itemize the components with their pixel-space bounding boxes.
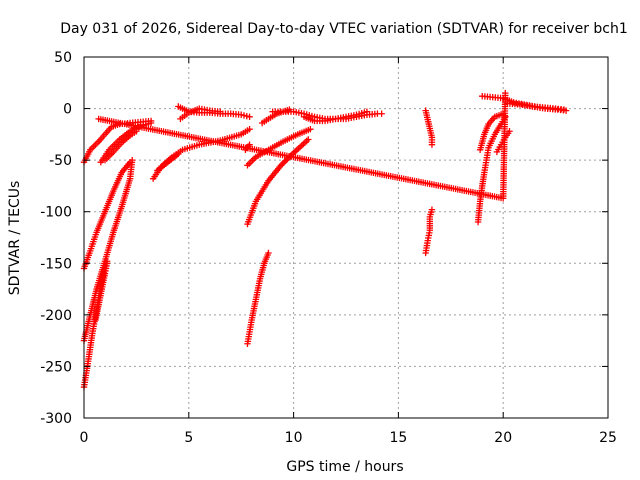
data-point <box>217 108 224 115</box>
plot-frame <box>83 56 609 419</box>
series-arc-21 <box>474 113 509 226</box>
data-point <box>282 157 289 164</box>
data-point <box>246 126 253 133</box>
data-point <box>265 249 272 257</box>
series-arc-4 <box>80 159 134 272</box>
x-tick-label: 0 <box>80 430 89 446</box>
series-arc-12 <box>244 136 312 228</box>
series-arc-18 <box>300 110 385 125</box>
data-point <box>307 126 314 133</box>
data-point <box>502 89 509 97</box>
y-tick-label: -250 <box>40 359 72 375</box>
x-axis-label: GPS time / hours <box>286 459 403 475</box>
data-point <box>246 113 253 121</box>
data-point <box>129 156 136 164</box>
series-arc-3 <box>101 128 140 164</box>
data-series-layer <box>80 89 570 391</box>
y-tick-label: -200 <box>40 308 72 324</box>
data-point <box>238 111 245 118</box>
series-arc-15 <box>244 249 272 347</box>
series-arc-11 <box>177 105 224 123</box>
y-tick-label: -100 <box>40 205 72 221</box>
x-tick-label: 10 <box>285 430 303 446</box>
series-arc-19 <box>422 206 436 257</box>
x-tick-label: 5 <box>184 430 193 446</box>
y-tick-label: 50 <box>54 50 72 66</box>
data-point <box>279 160 286 167</box>
data-point <box>280 159 288 166</box>
data-point <box>103 260 111 267</box>
data-point <box>428 141 436 148</box>
x-tick-label: 25 <box>599 430 617 446</box>
series-arc-13 <box>244 126 314 169</box>
series-arc-20 <box>422 107 436 148</box>
y-tick-label: -150 <box>40 256 72 272</box>
data-point <box>147 119 155 127</box>
x-tick-label: 15 <box>389 430 407 446</box>
series-arc-7 <box>92 260 111 324</box>
series-arc-25 <box>504 100 570 114</box>
data-point <box>428 206 436 213</box>
data-point <box>243 112 250 120</box>
y-axis: 50 0 -50 -100 -150 -200 -250 -300 <box>40 50 608 427</box>
data-point <box>133 128 140 135</box>
grid-lines <box>84 57 608 418</box>
series-outliers <box>95 89 509 202</box>
data-point <box>240 112 248 119</box>
series-arc-9 <box>154 150 182 174</box>
data-point <box>378 110 385 117</box>
x-axis: 0 5 10 15 20 25 <box>80 57 617 446</box>
chart-title: Day 031 of 2026, Sidereal Day-to-day VTE… <box>60 21 628 37</box>
y-tick-label: -50 <box>49 153 72 169</box>
data-point <box>305 136 312 143</box>
x-tick-label: 20 <box>494 430 512 446</box>
y-tick-label: -300 <box>40 411 72 427</box>
y-tick-label: 0 <box>63 102 72 118</box>
data-point <box>175 150 182 158</box>
y-axis-label: SDTVAR / TECUs <box>7 181 23 296</box>
data-point <box>562 107 570 114</box>
